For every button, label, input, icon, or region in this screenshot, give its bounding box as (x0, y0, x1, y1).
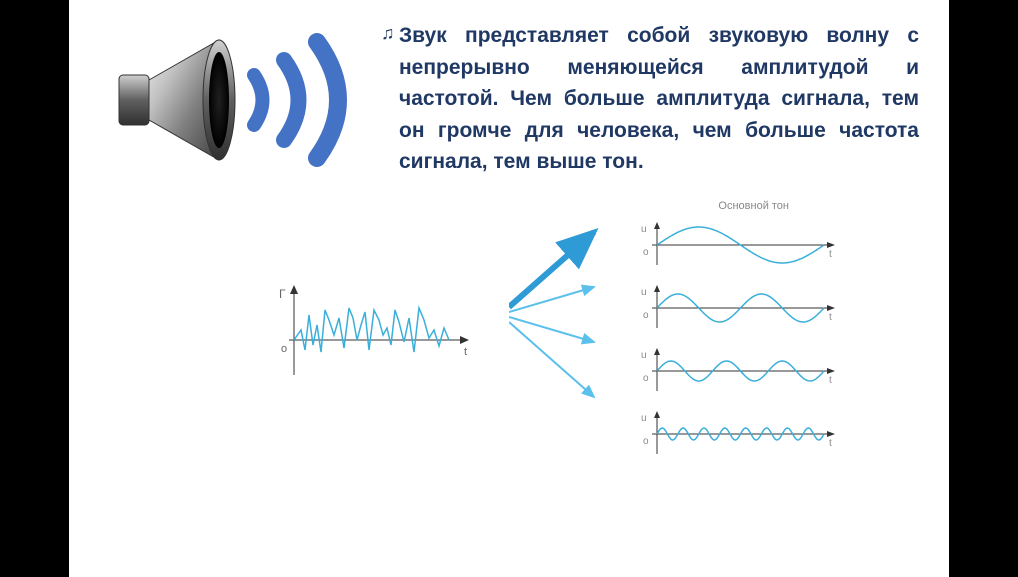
y-top-label: Г (279, 287, 286, 301)
top-section: ♫ Звук представляет собой звуковую волну… (99, 20, 919, 180)
svg-text:t: t (829, 249, 832, 260)
wave-diagram: Г o t (99, 220, 919, 464)
svg-text:u: u (641, 224, 647, 235)
target-wave-3: u o t (639, 409, 839, 464)
target-wave-1: u o t (639, 283, 839, 338)
svg-text:o: o (643, 436, 649, 447)
slide-container: ♫ Звук представляет собой звуковую волну… (69, 0, 949, 577)
svg-text:u: u (641, 350, 647, 361)
fundamental-label: Основной тон (718, 200, 789, 212)
target-wave-0: u o t (639, 220, 839, 275)
x-label: t (464, 346, 467, 358)
target-waves: Основной тон u o t u o t u o t (639, 220, 839, 464)
target-wave-2: u o t (639, 346, 839, 401)
main-text: ♫ Звук представляет собой звуковую волну… (399, 20, 919, 180)
svg-text:t: t (829, 375, 832, 386)
svg-text:t: t (829, 312, 832, 323)
svg-text:o: o (643, 373, 649, 384)
svg-text:u: u (641, 287, 647, 298)
svg-text:t: t (829, 438, 832, 449)
svg-text:o: o (643, 310, 649, 321)
svg-text:o: o (643, 247, 649, 258)
speaker-icon (99, 20, 379, 180)
music-note-icon: ♫ (381, 20, 395, 47)
origin-label: o (281, 343, 287, 355)
decomposition-arrows (519, 252, 599, 432)
svg-text:u: u (641, 413, 647, 424)
source-wave: Г o t (279, 280, 479, 405)
main-text-content: Звук представляет собой звуковую волну с… (399, 24, 919, 173)
